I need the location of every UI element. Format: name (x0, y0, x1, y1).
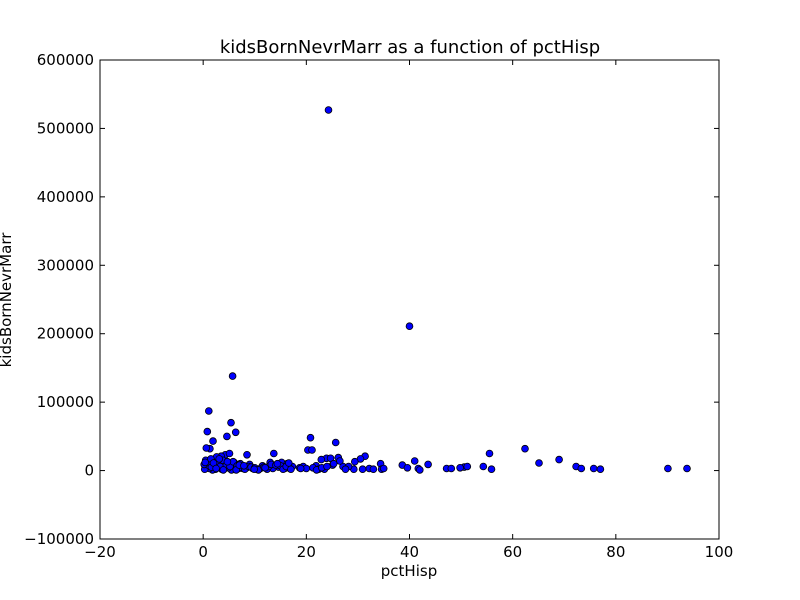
data-point-132 (487, 465, 496, 474)
data-point-146 (273, 459, 282, 468)
data-point-2 (228, 372, 237, 380)
data-point-60 (683, 464, 691, 473)
y-tick-label: 500000 (37, 119, 94, 137)
data-point-18 (243, 450, 251, 459)
data-point-29 (317, 455, 326, 464)
data-point-145 (261, 463, 269, 472)
data-point-32 (535, 459, 543, 467)
data-point-57 (589, 464, 598, 473)
data-point-131 (456, 463, 464, 472)
data-point-134 (201, 458, 210, 467)
data-point-4 (227, 418, 235, 427)
data-point-122 (287, 465, 295, 474)
data-point-28 (555, 455, 563, 464)
y-tick-label: 100000 (37, 393, 94, 411)
y-tick-label: −100000 (24, 530, 94, 548)
data-point-3 (205, 407, 213, 415)
data-point-8 (306, 433, 315, 442)
data-point-5 (203, 427, 212, 436)
x-tick-label: 60 (503, 543, 522, 561)
y-tick-label: 300000 (37, 256, 94, 274)
x-tick-label: −20 (84, 543, 116, 561)
chart-title: kidsBornNevrMarr as a function of pctHis… (220, 37, 600, 58)
data-point-59 (664, 464, 672, 473)
data-point-126 (323, 462, 331, 471)
data-point-0 (324, 106, 333, 114)
data-point-129 (369, 465, 378, 474)
data-point-16 (485, 449, 494, 458)
y-tick-label: 600000 (37, 51, 94, 69)
x-tick-label: 40 (400, 543, 419, 561)
x-axis: −20 0 20 40 60 80 100 (84, 60, 733, 561)
data-point-17 (269, 449, 278, 458)
data-point-51 (424, 460, 432, 469)
data-point-15 (308, 446, 316, 454)
data-point-143 (240, 461, 248, 470)
data-point-30 (350, 457, 359, 466)
y-axis-title: kidsBornNevrMarr (0, 232, 15, 368)
y-tick-label: 400000 (37, 188, 94, 206)
data-point-140 (223, 457, 232, 466)
data-point-20 (225, 449, 234, 458)
data-point-149 (329, 459, 338, 468)
data-point-9 (209, 437, 217, 445)
data-point-10 (331, 438, 340, 447)
data-point-52 (479, 462, 488, 471)
y-tick-label: 0 (84, 462, 94, 480)
x-axis-title: pctHisp (381, 562, 437, 580)
data-point-62 (447, 464, 456, 473)
data-point-138 (215, 455, 224, 463)
y-axis: −100000 0 100000 200000 300000 400000 500000 60… (24, 51, 719, 548)
data-point-31 (410, 457, 419, 465)
data-point-130 (379, 464, 388, 473)
data-point-11 (521, 444, 529, 453)
x-tick-label: 80 (606, 543, 625, 561)
data-point-56 (577, 464, 586, 473)
data-point-139 (219, 466, 228, 474)
y-tick-label: 200000 (37, 325, 94, 343)
data-point-127 (336, 457, 344, 465)
data-point-7 (223, 432, 231, 441)
data-point-64 (415, 466, 424, 474)
x-tick-label: 20 (297, 543, 316, 561)
data-point-148 (296, 464, 305, 473)
data-point-58 (596, 465, 605, 474)
data-point-1 (405, 322, 414, 331)
data-point-6 (231, 428, 240, 437)
data-point-147 (284, 459, 293, 467)
data-point-144 (250, 465, 259, 474)
data-point-128 (341, 465, 350, 474)
data-point-54 (463, 462, 472, 471)
data-point-13 (202, 444, 211, 452)
data-point-68 (358, 465, 367, 474)
x-tick-label: 100 (705, 543, 734, 561)
x-tick-label: 0 (198, 543, 208, 561)
data-points (200, 106, 691, 474)
data-point-65 (403, 463, 412, 472)
data-point-137 (212, 464, 220, 473)
